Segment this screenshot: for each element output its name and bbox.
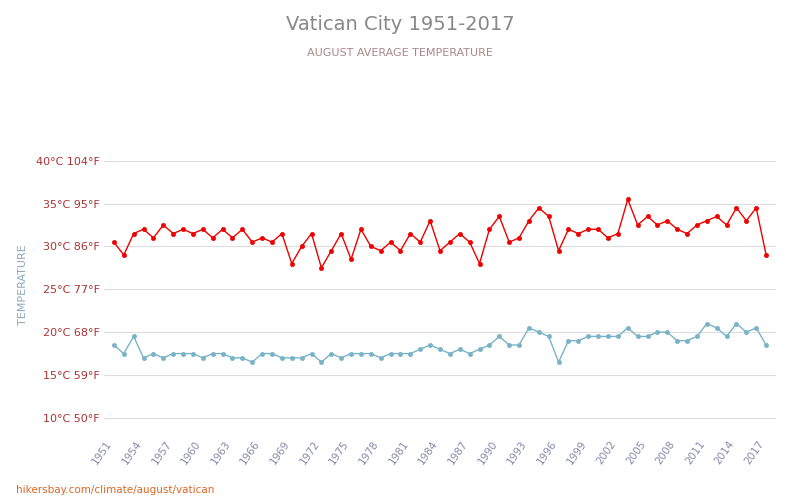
Text: AUGUST AVERAGE TEMPERATURE: AUGUST AVERAGE TEMPERATURE xyxy=(307,48,493,58)
Y-axis label: TEMPERATURE: TEMPERATURE xyxy=(18,244,28,326)
Text: Vatican City 1951-2017: Vatican City 1951-2017 xyxy=(286,15,514,34)
Text: hikersbay.com/climate/august/vatican: hikersbay.com/climate/august/vatican xyxy=(16,485,214,495)
